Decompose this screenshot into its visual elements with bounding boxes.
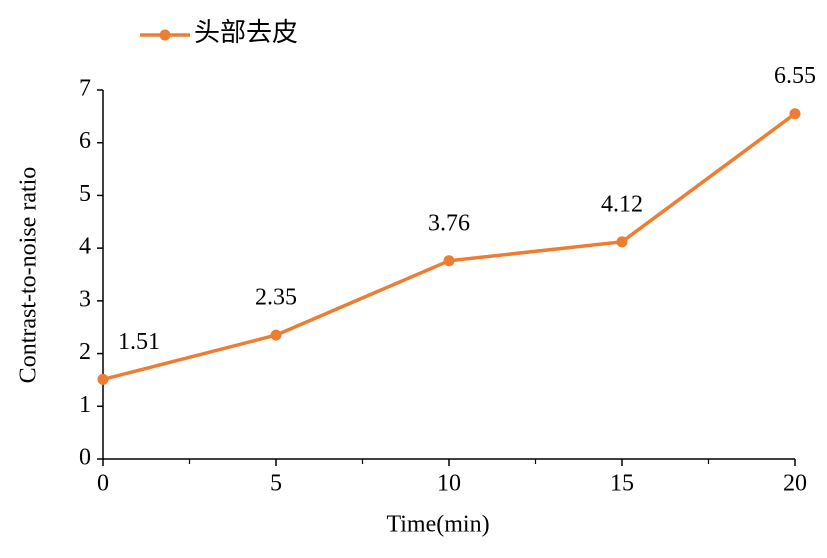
y-tick-label: 4 <box>79 234 91 260</box>
y-tick-label: 6 <box>79 128 91 154</box>
x-tick-label: 15 <box>610 471 634 497</box>
point <box>443 255 455 267</box>
point <box>270 329 282 341</box>
y-tick-label: 7 <box>79 76 91 102</box>
y-tick-label: 0 <box>79 445 91 471</box>
y-tick-label: 3 <box>79 286 91 312</box>
legend-label: 头部去皮 <box>194 18 298 47</box>
data-label: 4.12 <box>601 191 643 217</box>
x-tick-label: 0 <box>97 471 109 497</box>
x-tick-label: 20 <box>783 471 807 497</box>
y-axis-label: Contrast-to-noise ratio <box>16 167 42 384</box>
data-label: 2.35 <box>255 285 297 311</box>
point <box>789 108 801 120</box>
x-tick-label: 5 <box>270 471 282 497</box>
data-label: 6.55 <box>774 63 816 89</box>
y-tick-label: 1 <box>79 392 91 418</box>
data-label: 1.51 <box>118 329 160 355</box>
y-tick-label: 5 <box>79 181 91 207</box>
x-tick-label: 10 <box>437 471 461 497</box>
data-label: 3.76 <box>428 210 470 236</box>
legend-marker <box>159 29 171 41</box>
x-axis-label: Time(min) <box>386 512 489 538</box>
point <box>97 373 109 385</box>
y-tick-label: 2 <box>79 339 91 365</box>
series-line <box>102 112 797 382</box>
point <box>616 236 628 248</box>
